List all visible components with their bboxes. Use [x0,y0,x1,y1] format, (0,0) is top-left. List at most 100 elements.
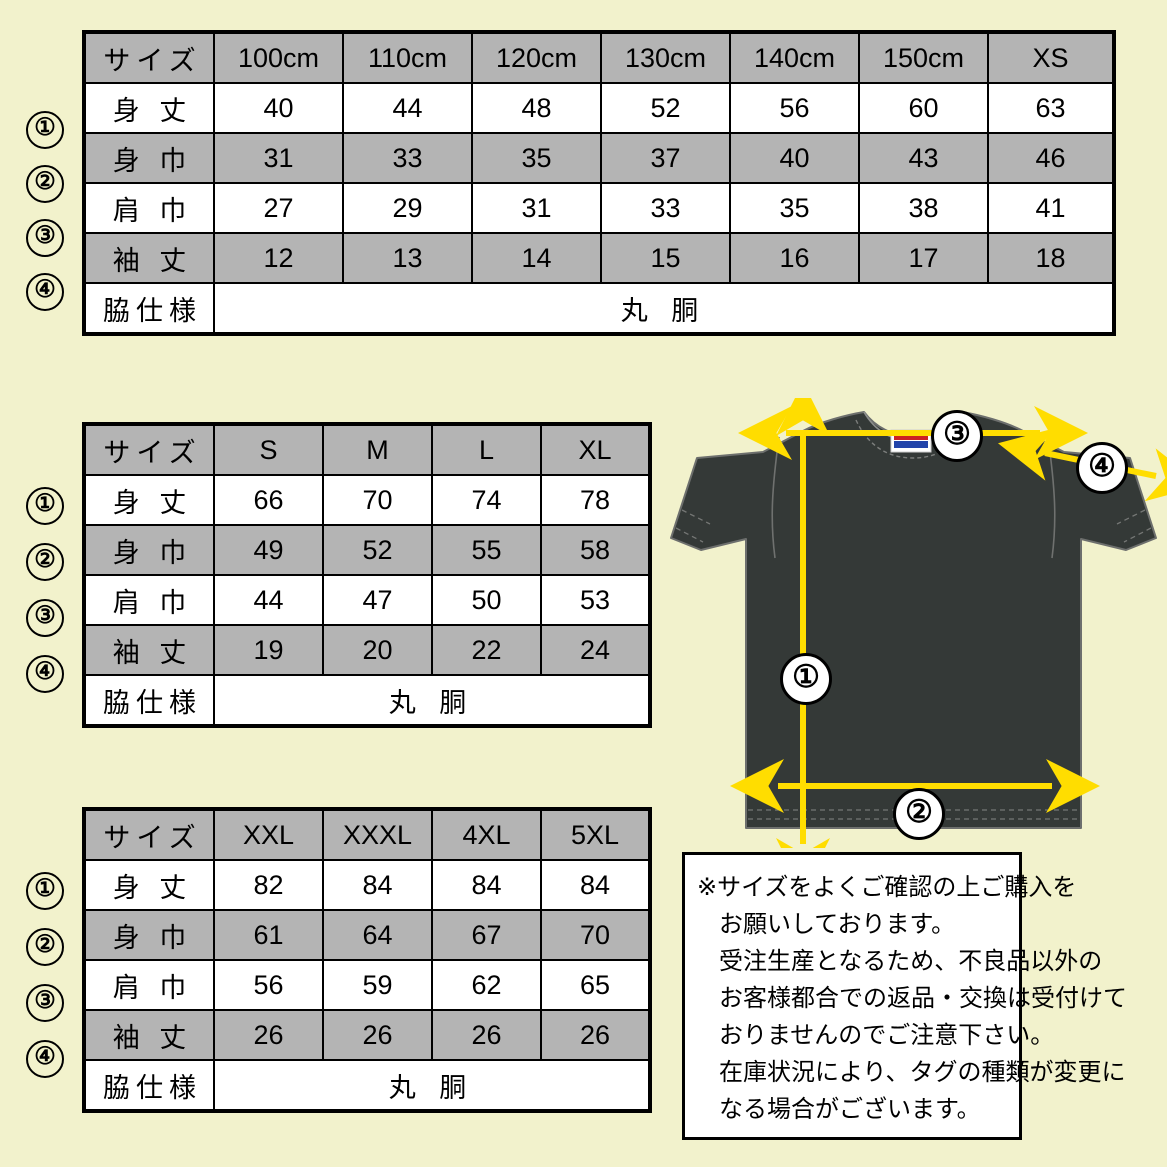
cell-value: 24 [540,624,651,676]
cell-header-5xl: 5XL [540,808,651,861]
brand-label-blue-band [894,441,928,448]
cell-value: 52 [322,524,433,576]
cell-value: 53 [540,574,651,626]
cell-value: 56 [729,82,860,134]
table-row: 身 丈 82 84 84 84 [83,859,651,911]
cell-header-xl: XL [540,423,651,476]
cell-value: 84 [431,859,542,911]
adult-size-table: サイズ S M L XL 身 丈 66 70 74 78 身 巾 49 52 5… [82,422,652,728]
cell-header-size: サイズ [83,423,215,476]
cell-label-body-length: 身 丈 [83,859,215,911]
note-line: お客様都合での返品・交換は受付けて [719,985,1127,1012]
cell-header-110cm: 110cm [342,31,473,84]
cell-value: 38 [858,182,989,234]
index-mark-3: ③ [26,984,64,1022]
table-row: 肩 巾 44 47 50 53 [83,574,651,626]
table-row-footer: 脇仕様 丸 胴 [83,282,1115,335]
index-mark-1: ① [26,111,64,149]
note-line: 受注生産となるため、不良品以外の [719,948,1103,975]
cell-value: 64 [322,909,433,961]
tshirt-diagram: ③ ④ ① ② [660,382,1167,892]
cell-value: 35 [471,132,602,184]
cell-label-sleeve-length: 袖 丈 [83,232,215,284]
cell-value: 26 [431,1009,542,1061]
index-mark-1: ① [26,487,64,525]
cell-label-side-spec: 脇仕様 [83,674,215,727]
table-row: 身 丈 66 70 74 78 [83,474,651,526]
callout-1-body-length: ① [780,653,832,705]
cell-label-shoulder-width: 肩 巾 [83,959,215,1011]
table-row: 身 巾 31 33 35 37 40 43 46 [83,132,1115,184]
cell-label-shoulder-width: 肩 巾 [83,182,215,234]
cell-value: 43 [858,132,989,184]
table-row-header: サイズ 100cm 110cm 120cm 130cm 140cm 150cm … [83,31,1115,84]
cell-value: 26 [540,1009,651,1061]
cell-side-spec-value: 丸 胴 [213,674,651,727]
index-mark-4: ④ [26,273,64,311]
cell-label-shoulder-width: 肩 巾 [83,574,215,626]
cell-value: 67 [431,909,542,961]
note-line: お願いしております。 [719,911,956,938]
cell-header-s: S [213,423,324,476]
cell-side-spec-value: 丸 胴 [213,282,1115,335]
cell-value: 12 [213,232,344,284]
cell-value: 27 [213,182,344,234]
cell-value: 22 [431,624,542,676]
note-line: ※サイズをよくご確認の上ご購入を [697,874,1077,901]
cell-value: 20 [322,624,433,676]
table-row: 肩 巾 56 59 62 65 [83,959,651,1011]
cell-value: 31 [213,132,344,184]
cell-value: 13 [342,232,473,284]
cell-value: 55 [431,524,542,576]
cell-value: 40 [213,82,344,134]
table-row: 袖 丈 12 13 14 15 16 17 18 [83,232,1115,284]
cell-label-side-spec: 脇仕様 [83,1059,215,1112]
index-mark-2: ② [26,165,64,203]
cell-side-spec-value: 丸 胴 [213,1059,651,1112]
cell-value: 14 [471,232,602,284]
callout-3-shoulder-width: ③ [931,410,983,462]
cell-header-m: M [322,423,433,476]
cell-value: 84 [540,859,651,911]
cell-value: 65 [540,959,651,1011]
cell-value: 49 [213,524,324,576]
index-mark-4: ④ [26,1040,64,1078]
cell-header-xxl: XXL [213,808,324,861]
index-mark-2: ② [26,928,64,966]
cell-label-body-length: 身 丈 [83,82,215,134]
index-mark-4: ④ [26,655,64,693]
cell-value: 63 [987,82,1115,134]
cell-value: 44 [213,574,324,626]
index-column-table2: ① ② ③ ④ [26,487,76,717]
cell-value: 37 [600,132,731,184]
cell-value: 70 [540,909,651,961]
cell-label-sleeve-length: 袖 丈 [83,1009,215,1061]
table-row-footer: 脇仕様 丸 胴 [83,1059,651,1112]
cell-value: 29 [342,182,473,234]
cell-header-120cm: 120cm [471,31,602,84]
table-row: 袖 丈 19 20 22 24 [83,624,651,676]
cell-value: 70 [322,474,433,526]
table-row: 身 丈 40 44 48 52 56 60 63 [83,82,1115,134]
index-mark-3: ③ [26,599,64,637]
table-row: 肩 巾 27 29 31 33 35 38 41 [83,182,1115,234]
cell-value: 61 [213,909,324,961]
tshirt-illustration [670,382,1167,892]
cell-value: 15 [600,232,731,284]
big-size-table: サイズ XXL XXXL 4XL 5XL 身 丈 82 84 84 84 身 巾… [82,807,652,1113]
cell-header-130cm: 130cm [600,31,731,84]
index-column-table3: ① ② ③ ④ [26,872,76,1102]
cell-value: 16 [729,232,860,284]
cell-label-sleeve-length: 袖 丈 [83,624,215,676]
table-row: 袖 丈 26 26 26 26 [83,1009,651,1061]
cell-value: 52 [600,82,731,134]
cell-value: 44 [342,82,473,134]
cell-value: 33 [600,182,731,234]
cell-value: 26 [213,1009,324,1061]
index-mark-2: ② [26,543,64,581]
cell-header-l: L [431,423,542,476]
cell-label-body-width: 身 巾 [83,909,215,961]
cell-header-size: サイズ [83,808,215,861]
note-line: なる場合がございます。 [719,1096,981,1123]
cell-value: 41 [987,182,1115,234]
